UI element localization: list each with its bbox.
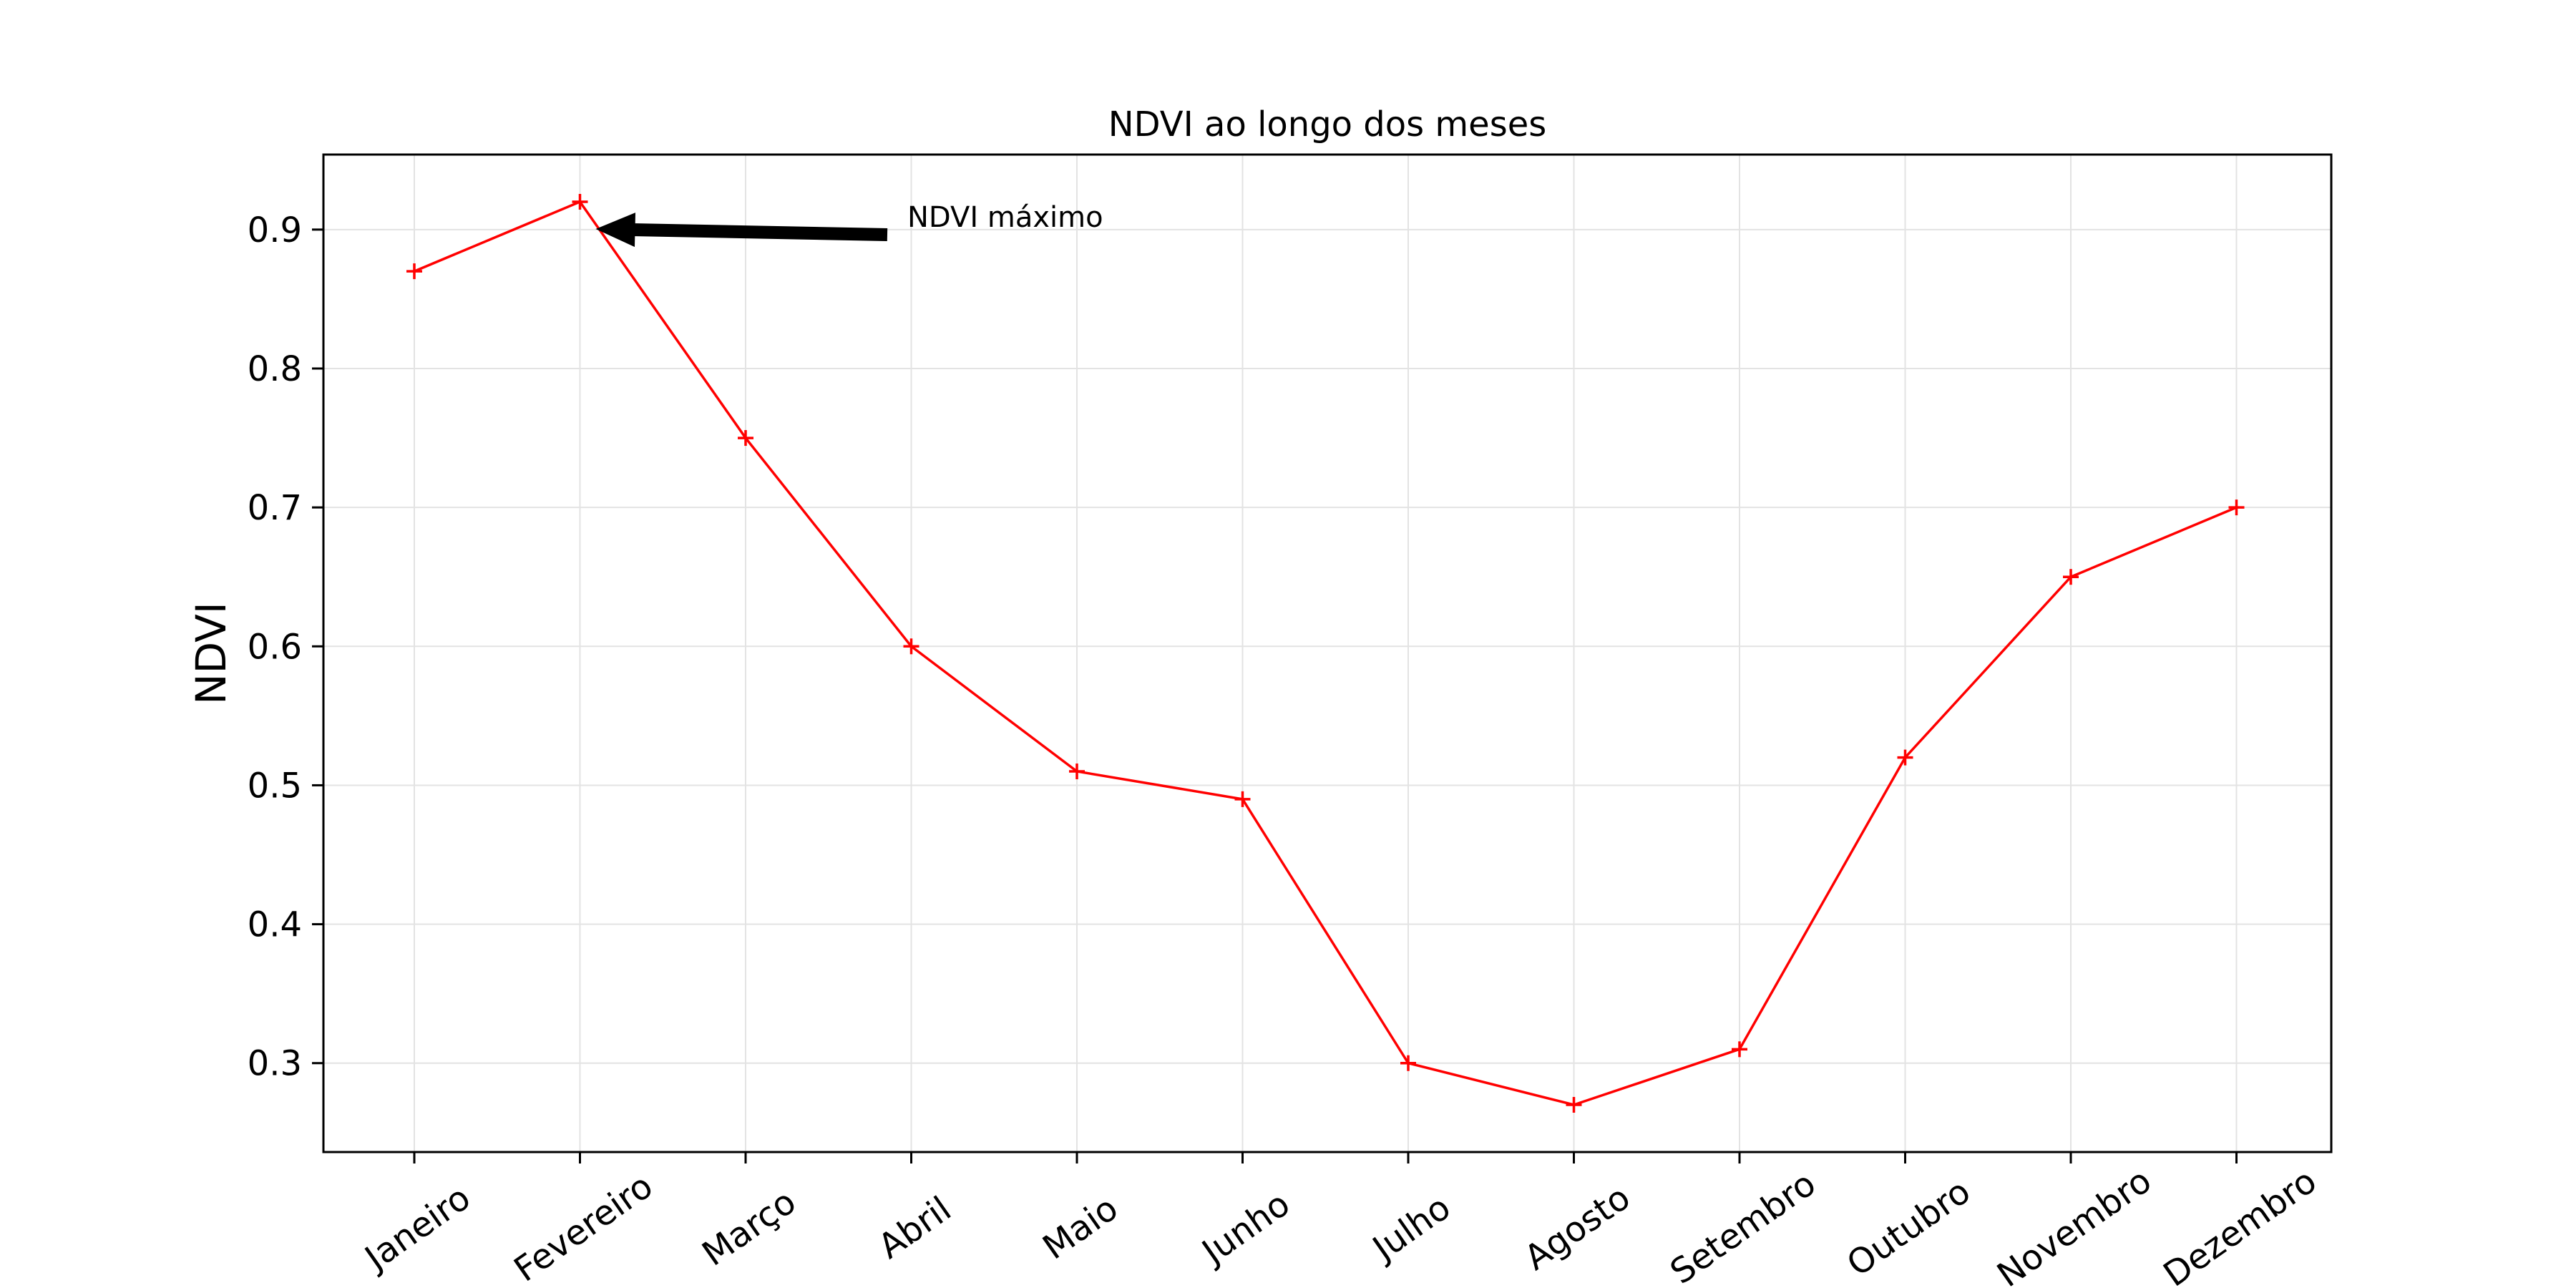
series-layer: [406, 194, 2245, 1113]
data-point: [1732, 1041, 1747, 1058]
y-tick-label: 0.5: [248, 766, 302, 806]
data-point: [903, 638, 919, 655]
y-tick-label: 0.9: [248, 210, 302, 250]
data-point: [2063, 569, 2079, 585]
y-tick-label: 0.3: [248, 1044, 302, 1084]
data-point: [1566, 1096, 1582, 1113]
data-point: [1897, 749, 1913, 766]
data-point: [572, 194, 588, 210]
data-point: [2228, 499, 2245, 516]
y-tick-label: 0.7: [248, 488, 302, 528]
y-axis-label: NDVI: [187, 602, 235, 705]
annotation-label: NDVI máximo: [907, 201, 1103, 234]
grid-layer: [323, 155, 2331, 1152]
annotation-arrow: [595, 213, 888, 248]
y-tick-label: 0.4: [248, 905, 302, 945]
y-tick-label: 0.6: [248, 627, 302, 667]
axis-layer: Janeiro Fevereiro Março Abril Maio Junho Julho…: [248, 210, 2324, 1288]
y-tick-label: 0.8: [248, 349, 302, 389]
data-point: [1069, 763, 1085, 780]
series-line: [414, 200, 2238, 1106]
data-point: [1400, 1055, 1416, 1071]
chart-title: NDVI ao longo dos meses: [1108, 104, 1546, 145]
plot-frame: [322, 153, 2333, 1153]
data-point: [406, 263, 422, 280]
data-point: [1234, 791, 1251, 807]
data-point: [738, 430, 753, 447]
annotation-layer: NDVI máximo: [595, 201, 1103, 248]
